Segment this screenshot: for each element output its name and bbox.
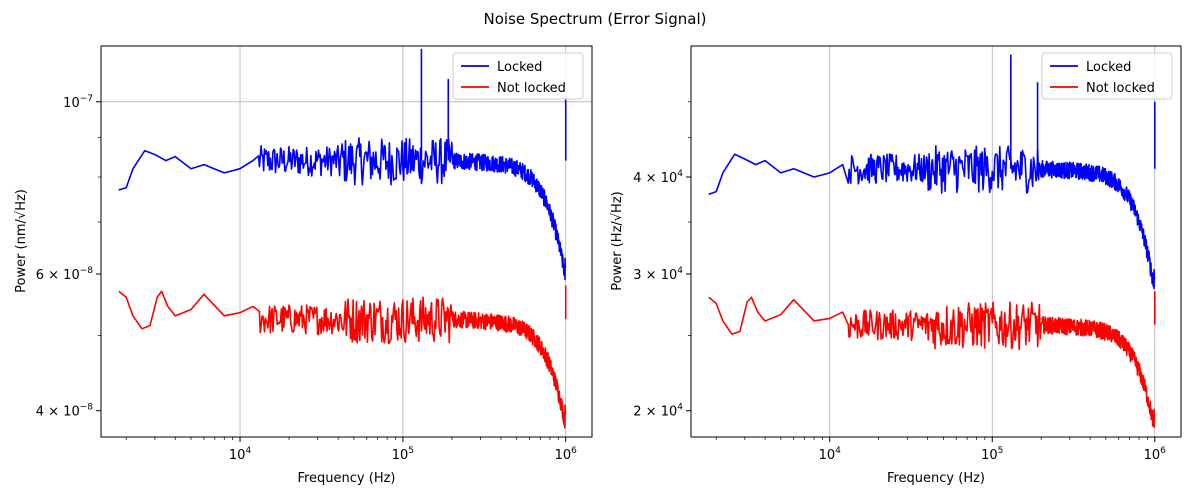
- legend-label: Locked: [1086, 60, 1131, 75]
- y-tick-base: 10: [63, 96, 80, 111]
- x-tick-exp: 5: [408, 446, 414, 456]
- y-axis-label-left: Power (nm/√Hz): [14, 189, 29, 293]
- plot-area-right: [691, 46, 1181, 437]
- y-tick-exp: −7: [80, 94, 93, 104]
- x-tick-base: 10: [819, 448, 836, 463]
- plot-frame-left: [100, 45, 593, 438]
- plot-area-left: [101, 46, 592, 437]
- y-tick-mantissa: 6 ×: [36, 268, 63, 283]
- series-left: [118, 48, 567, 429]
- x-tick-exp: 5: [998, 446, 1004, 456]
- x-tick-label: 104: [819, 446, 842, 463]
- x-tick-exp: 4: [835, 446, 841, 456]
- x-tick-label: 106: [555, 446, 578, 463]
- x-tick-exp: 4: [245, 446, 251, 456]
- legend-left: Locked Not locked: [452, 52, 584, 100]
- x-axis-label-right: Frequency (Hz): [887, 471, 985, 486]
- y-tick-exp: −8: [80, 266, 94, 276]
- legend-label: Not locked: [1086, 81, 1155, 96]
- x-tick-exp: 6: [1160, 446, 1166, 456]
- y-tick-label: 10−7: [63, 94, 93, 111]
- y-tick-mantissa: 3 ×: [633, 268, 660, 283]
- series-right: [708, 54, 1156, 428]
- y-tick-label: 2 × 104: [633, 403, 683, 420]
- x-tick-base: 10: [229, 448, 246, 463]
- x-tick-base: 10: [981, 448, 998, 463]
- x-tick-label: 105: [981, 446, 1003, 463]
- series-line-not-locked: [708, 296, 1156, 428]
- x-tick-base: 10: [392, 448, 409, 463]
- y-tick-exp: 4: [677, 403, 683, 413]
- y-tick-label: 4 × 104: [633, 169, 683, 186]
- legend-right: Locked Not locked: [1041, 52, 1173, 100]
- x-axis-label-left: Frequency (Hz): [297, 471, 395, 486]
- y-tick-base: 10: [63, 405, 80, 420]
- y-tick-base: 10: [661, 171, 678, 186]
- series-line-locked: [708, 145, 1156, 290]
- y-tick-label: 3 × 104: [633, 266, 683, 283]
- y-tick-mantissa: 2 ×: [633, 405, 660, 420]
- y-tick-exp: 4: [677, 169, 683, 179]
- y-tick-label: 4 × 10−8: [36, 403, 94, 420]
- y-tick-mantissa: 4 ×: [633, 171, 660, 186]
- x-tick-exp: 6: [571, 446, 577, 456]
- legend-label: Locked: [497, 60, 542, 75]
- series-line-not-locked: [118, 290, 567, 429]
- y-tick-base: 10: [63, 268, 80, 283]
- y-tick-base: 10: [661, 405, 678, 420]
- x-tick-label: 105: [392, 446, 414, 463]
- x-tick-label: 104: [229, 446, 252, 463]
- x-tick-base: 10: [555, 448, 572, 463]
- y-tick-base: 10: [661, 268, 678, 283]
- series-line-locked: [118, 137, 567, 281]
- y-axis-label-right: Power (Hz/√Hz): [610, 191, 625, 290]
- y-tick-label: 6 × 10−8: [36, 266, 94, 283]
- plot-frame-right: [690, 45, 1182, 438]
- x-tick-base: 10: [1144, 448, 1161, 463]
- y-tick-exp: 4: [677, 266, 683, 276]
- legend-label: Not locked: [497, 81, 566, 96]
- y-tick-mantissa: 4 ×: [36, 405, 63, 420]
- y-tick-exp: −8: [80, 403, 94, 413]
- figure-title: Noise Spectrum (Error Signal): [484, 10, 707, 28]
- x-tick-label: 106: [1144, 446, 1167, 463]
